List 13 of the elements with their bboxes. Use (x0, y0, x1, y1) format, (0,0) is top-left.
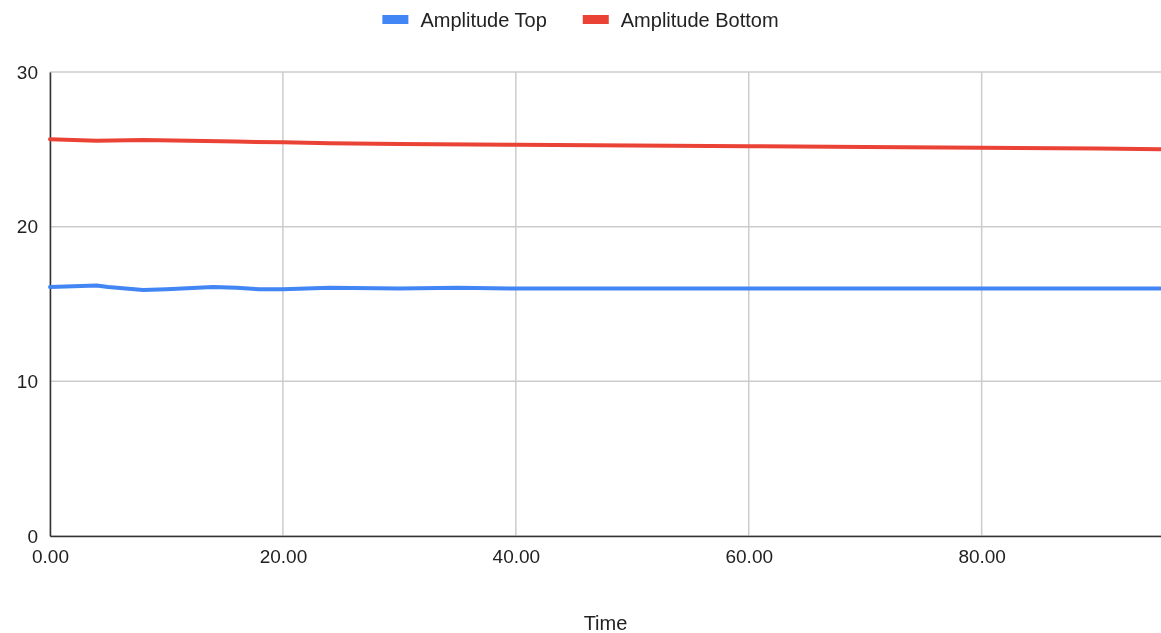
x-tick-label: 20.00 (259, 546, 308, 568)
x-tick-label: 60.00 (725, 546, 774, 568)
x-tick-label: 0.00 (32, 546, 69, 568)
legend-label: Amplitude Bottom (620, 9, 779, 31)
x-axis-title: Time (583, 612, 628, 633)
x-tick-label: 40.00 (492, 546, 541, 568)
line-series (48, 137, 1161, 152)
legend-label: Amplitude Top (420, 9, 547, 31)
y-tick-label: 20 (16, 216, 38, 238)
y-tick-label: 30 (16, 61, 38, 83)
y-tick-label: 0 (27, 525, 38, 547)
x-tick-label: 80.00 (958, 546, 1006, 568)
y-tick-label: 10 (16, 370, 38, 392)
